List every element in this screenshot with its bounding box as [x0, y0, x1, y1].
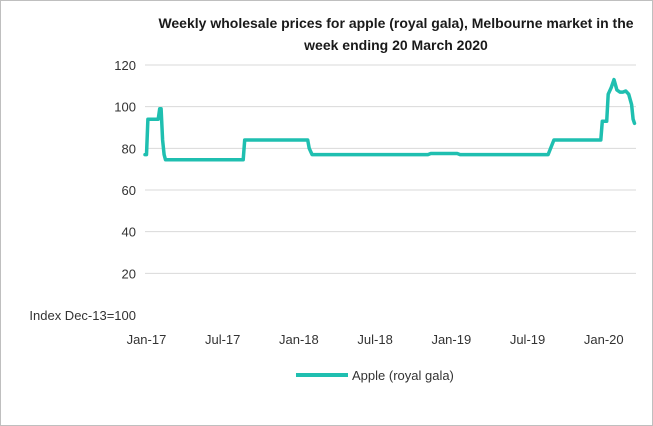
x-axis-tick-labels: Jan-17 Jul-17 Jan-18 Jul-18 Jan-19 Jul-19 Jan-… [127, 332, 624, 347]
chart-title-line-2: week ending 20 March 2020 [303, 37, 488, 53]
chart-title-line-1: Weekly wholesale prices for apple (royal… [158, 15, 633, 31]
y-tick-label: 120 [114, 58, 136, 73]
y-tick-label: 80 [122, 141, 136, 156]
x-tick-label: Jan-19 [431, 332, 471, 347]
y-axis-tick-labels: 20 40 60 80 100 120 [114, 58, 136, 281]
legend-label: Apple (royal gala) [352, 368, 454, 383]
series-layer [143, 77, 637, 162]
x-tick-label: Jan-20 [584, 332, 624, 347]
gridlines [145, 64, 636, 274]
y-tick-label: 60 [122, 183, 136, 198]
x-tick-label: Jan-17 [127, 332, 167, 347]
x-tick-label: Jul-18 [357, 332, 392, 347]
y-tick-label: 20 [122, 266, 136, 281]
y-tick-label: 40 [122, 225, 136, 240]
x-tick-label: Jul-19 [510, 332, 545, 347]
series-line-apple-royal-gala [143, 77, 637, 162]
y-tick-label: 100 [114, 100, 136, 115]
x-tick-label: Jul-17 [205, 332, 240, 347]
y-axis-label: Index Dec-13=100 [29, 308, 136, 323]
legend: Apple (royal gala) [296, 368, 454, 383]
x-tick-label: Jan-18 [279, 332, 319, 347]
